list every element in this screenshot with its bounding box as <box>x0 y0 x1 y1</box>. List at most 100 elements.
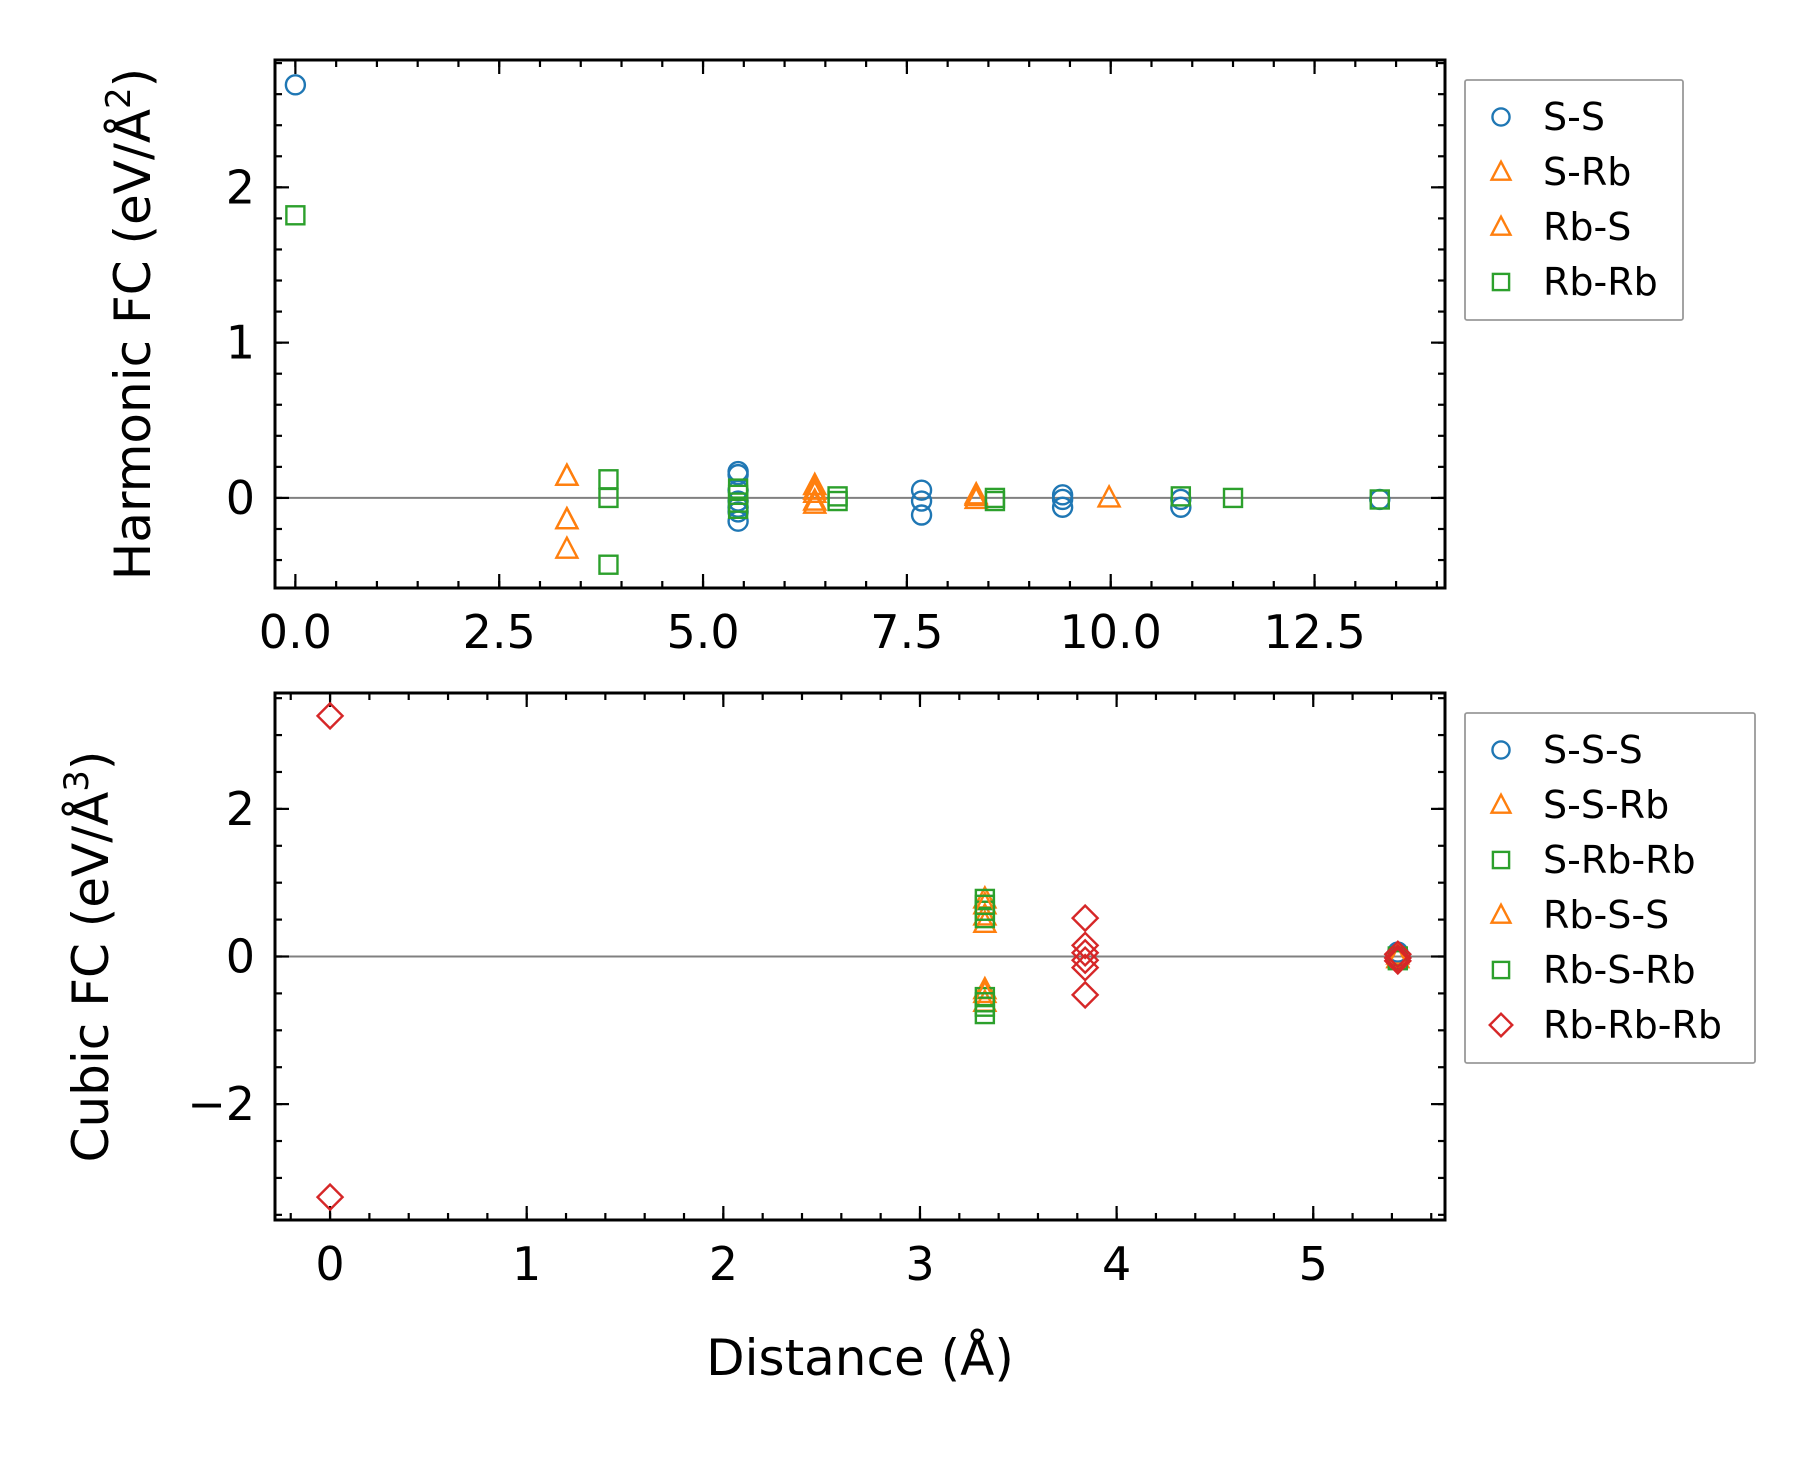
series-rb-rb-rb <box>315 701 1413 1212</box>
legend-entry-rb-s-rb: Rb-S-Rb <box>1491 948 1696 992</box>
data-point <box>554 462 580 486</box>
legend-entry-rb-s-s: Rb-S-S <box>1489 893 1669 937</box>
legend-entry-rb-rb: Rb-Rb <box>1491 260 1658 304</box>
legend-entry-s-s: S-S <box>1491 95 1605 139</box>
legend-entry-rb-rb-rb: Rb-Rb-Rb <box>1488 1003 1722 1047</box>
data-point <box>1222 487 1244 509</box>
data-point <box>1070 903 1100 933</box>
y-axis-label-main: Harmonic FC (eV/Å <box>104 109 162 580</box>
y-axis-label-superscript: 3 <box>57 770 97 792</box>
y-axis-label: Harmonic FC (eV/Å2) <box>99 68 162 580</box>
legend-entry-s-rb-rb: S-Rb-Rb <box>1491 838 1696 882</box>
legend-entry-s-rb: S-Rb <box>1489 150 1631 194</box>
data-point <box>1369 489 1390 510</box>
data-point <box>727 498 749 519</box>
series-rb-s <box>554 462 989 530</box>
data-point <box>984 490 1006 512</box>
data-point <box>1051 488 1074 511</box>
legend-marker <box>1491 850 1511 870</box>
data-point <box>910 490 933 512</box>
data-point <box>554 505 580 530</box>
data-point <box>802 490 828 514</box>
x-tick-label: 5 <box>1299 1237 1328 1291</box>
data-point <box>910 479 933 501</box>
data-point <box>315 701 345 731</box>
data-point <box>1383 940 1413 969</box>
legend-label: S-S <box>1543 95 1605 139</box>
y-axis-label-superscript: 2 <box>99 87 139 109</box>
legend-label: S-S-Rb <box>1543 783 1669 827</box>
legend-marker <box>1489 792 1513 814</box>
data-point <box>1096 483 1122 508</box>
data-point <box>963 482 989 507</box>
legend-label: S-Rb-Rb <box>1543 838 1696 882</box>
legend-label: Rb-S-Rb <box>1543 948 1696 992</box>
data-point <box>974 894 996 916</box>
data-point <box>827 490 848 512</box>
y-tick-label: 1 <box>226 316 255 370</box>
legend-entry-s-s-s: S-S-S <box>1491 728 1643 772</box>
data-point <box>972 909 998 933</box>
legend: S-S-S S-S-Rb S-Rb-Rb Rb-S-S Rb-S-Rb Rb-Rb-Rb <box>1464 712 1756 1064</box>
legend-frame <box>1464 79 1684 321</box>
legend-label: Rb-S <box>1543 205 1631 249</box>
legend-entry-rb-s: Rb-S <box>1489 205 1631 249</box>
data-point <box>285 205 306 226</box>
data-point <box>963 485 989 510</box>
data-point <box>1170 486 1192 507</box>
legend-marker <box>1491 272 1511 292</box>
legend-marker <box>1489 902 1513 924</box>
legend-marker <box>1491 107 1511 127</box>
x-tick-label: 5.0 <box>666 605 739 659</box>
legend-marker <box>1491 960 1511 980</box>
legend-entry-s-s-rb: S-S-Rb <box>1489 783 1669 827</box>
legend-label: Rb-Rb-Rb <box>1543 1003 1722 1047</box>
y-axis-label-end: ) <box>104 68 162 88</box>
data-point <box>727 463 749 486</box>
legend-marker <box>1488 1012 1514 1038</box>
x-tick-label: 7.5 <box>870 605 943 659</box>
x-tick-label: 1 <box>512 1237 541 1291</box>
x-tick-label: 3 <box>905 1237 934 1291</box>
y-axis-label: Cubic FC (eV/Å3) <box>57 751 120 1163</box>
x-tick-label: 0.0 <box>259 605 332 659</box>
legend-label: S-Rb <box>1543 150 1631 194</box>
data-point <box>1051 496 1074 518</box>
data-point <box>598 487 619 509</box>
data-point <box>802 476 828 500</box>
y-axis-label-end: ) <box>62 751 120 771</box>
data-point <box>972 979 998 1004</box>
data-point <box>1070 980 1100 1010</box>
data-point <box>1070 938 1100 968</box>
x-tick-label: 4 <box>1102 1237 1131 1291</box>
legend-label: Rb-Rb <box>1543 260 1658 304</box>
y-tick-label: −2 <box>187 1077 255 1131</box>
data-point <box>598 554 619 575</box>
data-point <box>1070 953 1100 982</box>
legend-marker <box>1491 740 1511 760</box>
data-point <box>1383 943 1413 973</box>
legend-marker <box>1489 214 1513 236</box>
x-tick-label: 10.0 <box>1060 605 1162 659</box>
legend-frame <box>1464 712 1756 1064</box>
axes-frame <box>273 691 1447 1222</box>
legend: S-S S-Rb Rb-S Rb-Rb <box>1464 79 1684 321</box>
y-tick-label: 2 <box>226 782 255 836</box>
data-point <box>1170 496 1192 518</box>
data-point <box>974 1003 996 1025</box>
series-rb-rb <box>285 205 1390 575</box>
legend-label: S-S-S <box>1543 728 1643 772</box>
x-tick-label: 0 <box>315 1237 344 1291</box>
data-point <box>910 504 933 526</box>
data-point <box>1070 945 1100 975</box>
x-tick-label: 12.5 <box>1263 605 1365 659</box>
x-tick-label: 2.5 <box>463 605 536 659</box>
data-point <box>1070 931 1100 960</box>
y-tick-label: 0 <box>226 471 255 525</box>
legend-marker <box>1489 159 1513 181</box>
data-point <box>554 535 580 559</box>
legend-label: Rb-S-S <box>1543 893 1669 937</box>
